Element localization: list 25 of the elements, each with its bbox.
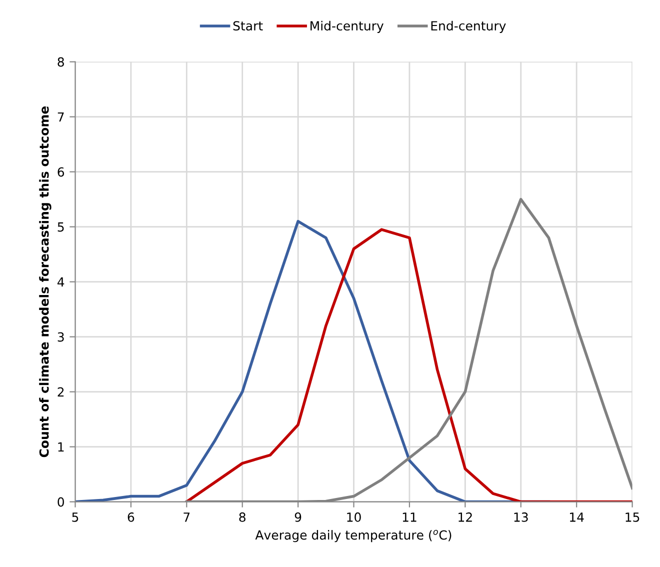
legend-label: Mid-century [310,20,384,33]
legend-label: End-century [431,20,506,33]
y-axis-title: Count of climate models forecasting this outcome [39,106,52,458]
legend-label: Start [233,21,263,31]
x-tick-label: 7 [184,512,190,522]
x-axis-title: Average daily temperature ($^{o}$C) [255,530,452,542]
y-tick-label: 3 [58,332,64,342]
x-tick-label: 9 [294,512,302,522]
x-tick-label: 10 [347,512,361,522]
y-tick-label: 1 [58,442,64,452]
y-tick-label: 8 [58,57,64,67]
x-tick-label: 11 [402,512,416,522]
x-tick-label: 5 [72,512,78,522]
y-tick-label: 5 [58,222,64,232]
y-tick-label: 4 [57,277,64,287]
x-tick-label: 14 [570,512,584,522]
y-tick-label: 7 [58,112,64,122]
y-tick-label: 6 [58,167,64,177]
x-tick-label: 13 [514,512,528,522]
x-tick-label: 6 [128,512,134,522]
x-tick-label: 15 [626,512,640,522]
x-tick-label: 12 [458,512,472,522]
x-tick-label: 8 [239,512,246,522]
y-tick-label: 0 [58,497,64,507]
y-tick-label: 2 [58,387,64,397]
